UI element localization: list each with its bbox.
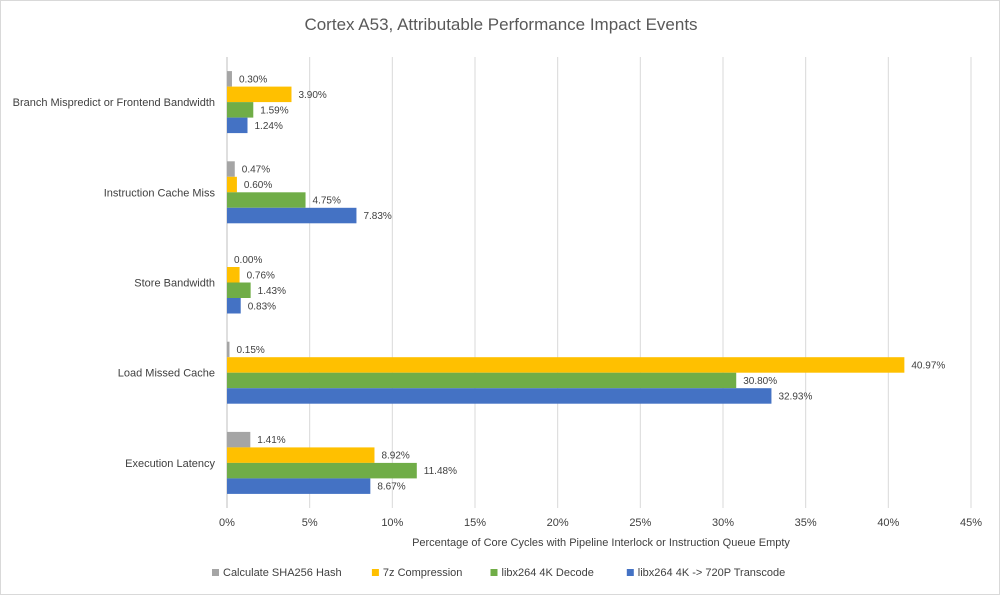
- category-label: Branch Mispredict or Frontend Bandwidth: [13, 97, 215, 109]
- bar: [227, 478, 371, 494]
- data-label: 1.43%: [258, 286, 286, 297]
- x-tick-label: 0%: [219, 517, 235, 529]
- data-labels-group: 0.30% 3.90% 1.59% 1.24% 0.47% 0.60% 4.75% 7.83%…: [234, 74, 945, 492]
- bar: [227, 176, 237, 193]
- bar: [227, 431, 251, 448]
- category-label: Instruction Cache Miss: [104, 187, 216, 199]
- x-axis-title: Percentage of Core Cycles with Pipeline …: [412, 537, 790, 549]
- data-label: 0.30%: [239, 74, 267, 85]
- legend-label: Calculate SHA256 Hash: [223, 567, 342, 579]
- bar: [227, 298, 241, 314]
- legend-label: libx264 4K -> 720P Transcode: [638, 567, 785, 579]
- category-label: Store Bandwidth: [134, 278, 215, 290]
- bar: [227, 102, 254, 118]
- bar: [227, 372, 737, 389]
- data-label: 4.75%: [313, 196, 341, 207]
- x-tick-label: 20%: [547, 517, 569, 529]
- data-label: 8.67%: [377, 482, 405, 493]
- category-label: Execution Latency: [125, 458, 215, 470]
- legend-swatch: [626, 569, 634, 576]
- legend-label: 7z Compression: [383, 567, 462, 579]
- data-label: 0.83%: [248, 301, 276, 312]
- legend-swatch: [490, 569, 498, 576]
- x-tick-label: 10%: [381, 517, 403, 529]
- bar: [227, 161, 235, 177]
- legend: Calculate SHA256 Hash 7z Compression libx2…: [212, 567, 785, 579]
- data-label: 3.90%: [298, 90, 326, 101]
- data-label: 11.48%: [424, 466, 457, 477]
- bar: [227, 388, 772, 404]
- x-tick-label: 40%: [877, 517, 899, 529]
- bar: [227, 71, 232, 87]
- data-label: 30.80%: [743, 376, 777, 387]
- bars-group: [227, 71, 905, 494]
- bar: [227, 117, 248, 134]
- bar: [227, 192, 306, 208]
- bar: [227, 267, 240, 283]
- data-label: 0.15%: [236, 345, 264, 356]
- bar: [227, 447, 375, 463]
- category-labels-group: Branch Mispredict or Frontend Bandwidth I…: [13, 97, 216, 470]
- bar: [227, 357, 905, 373]
- data-label: 1.41%: [257, 435, 285, 446]
- data-label: 8.92%: [381, 451, 409, 462]
- data-label: 0.76%: [247, 270, 275, 281]
- data-label: 32.93%: [778, 391, 812, 402]
- x-tick-label: 15%: [464, 517, 486, 529]
- legend-label: libx264 4K Decode: [502, 567, 594, 579]
- chart-title: Cortex A53, Attributable Performance Imp…: [304, 15, 697, 34]
- x-tick-labels-group: 0% 5% 10% 15% 20% 25% 30% 35% 40% 45%: [219, 517, 982, 529]
- data-label: 0.00%: [234, 255, 262, 266]
- x-tick-label: 25%: [629, 517, 651, 529]
- x-tick-label: 35%: [795, 517, 817, 529]
- data-label: 0.60%: [244, 180, 272, 191]
- bar: [227, 341, 230, 358]
- data-label: 7.83%: [363, 211, 391, 222]
- x-tick-label: 30%: [712, 517, 734, 529]
- legend-swatch: [371, 569, 379, 576]
- bar: [227, 282, 251, 298]
- data-label: 1.59%: [260, 105, 288, 116]
- gridlines: [226, 57, 972, 508]
- category-label: Load Missed Cache: [118, 368, 215, 380]
- data-label: 40.97%: [911, 360, 945, 371]
- data-label: 0.47%: [242, 165, 270, 176]
- data-label: 1.24%: [255, 121, 283, 132]
- bar: [227, 86, 292, 103]
- x-tick-label: 45%: [960, 517, 982, 529]
- legend-swatch: [212, 569, 219, 576]
- bar: [227, 462, 417, 479]
- x-tick-label: 5%: [302, 517, 318, 529]
- bar: [227, 207, 357, 224]
